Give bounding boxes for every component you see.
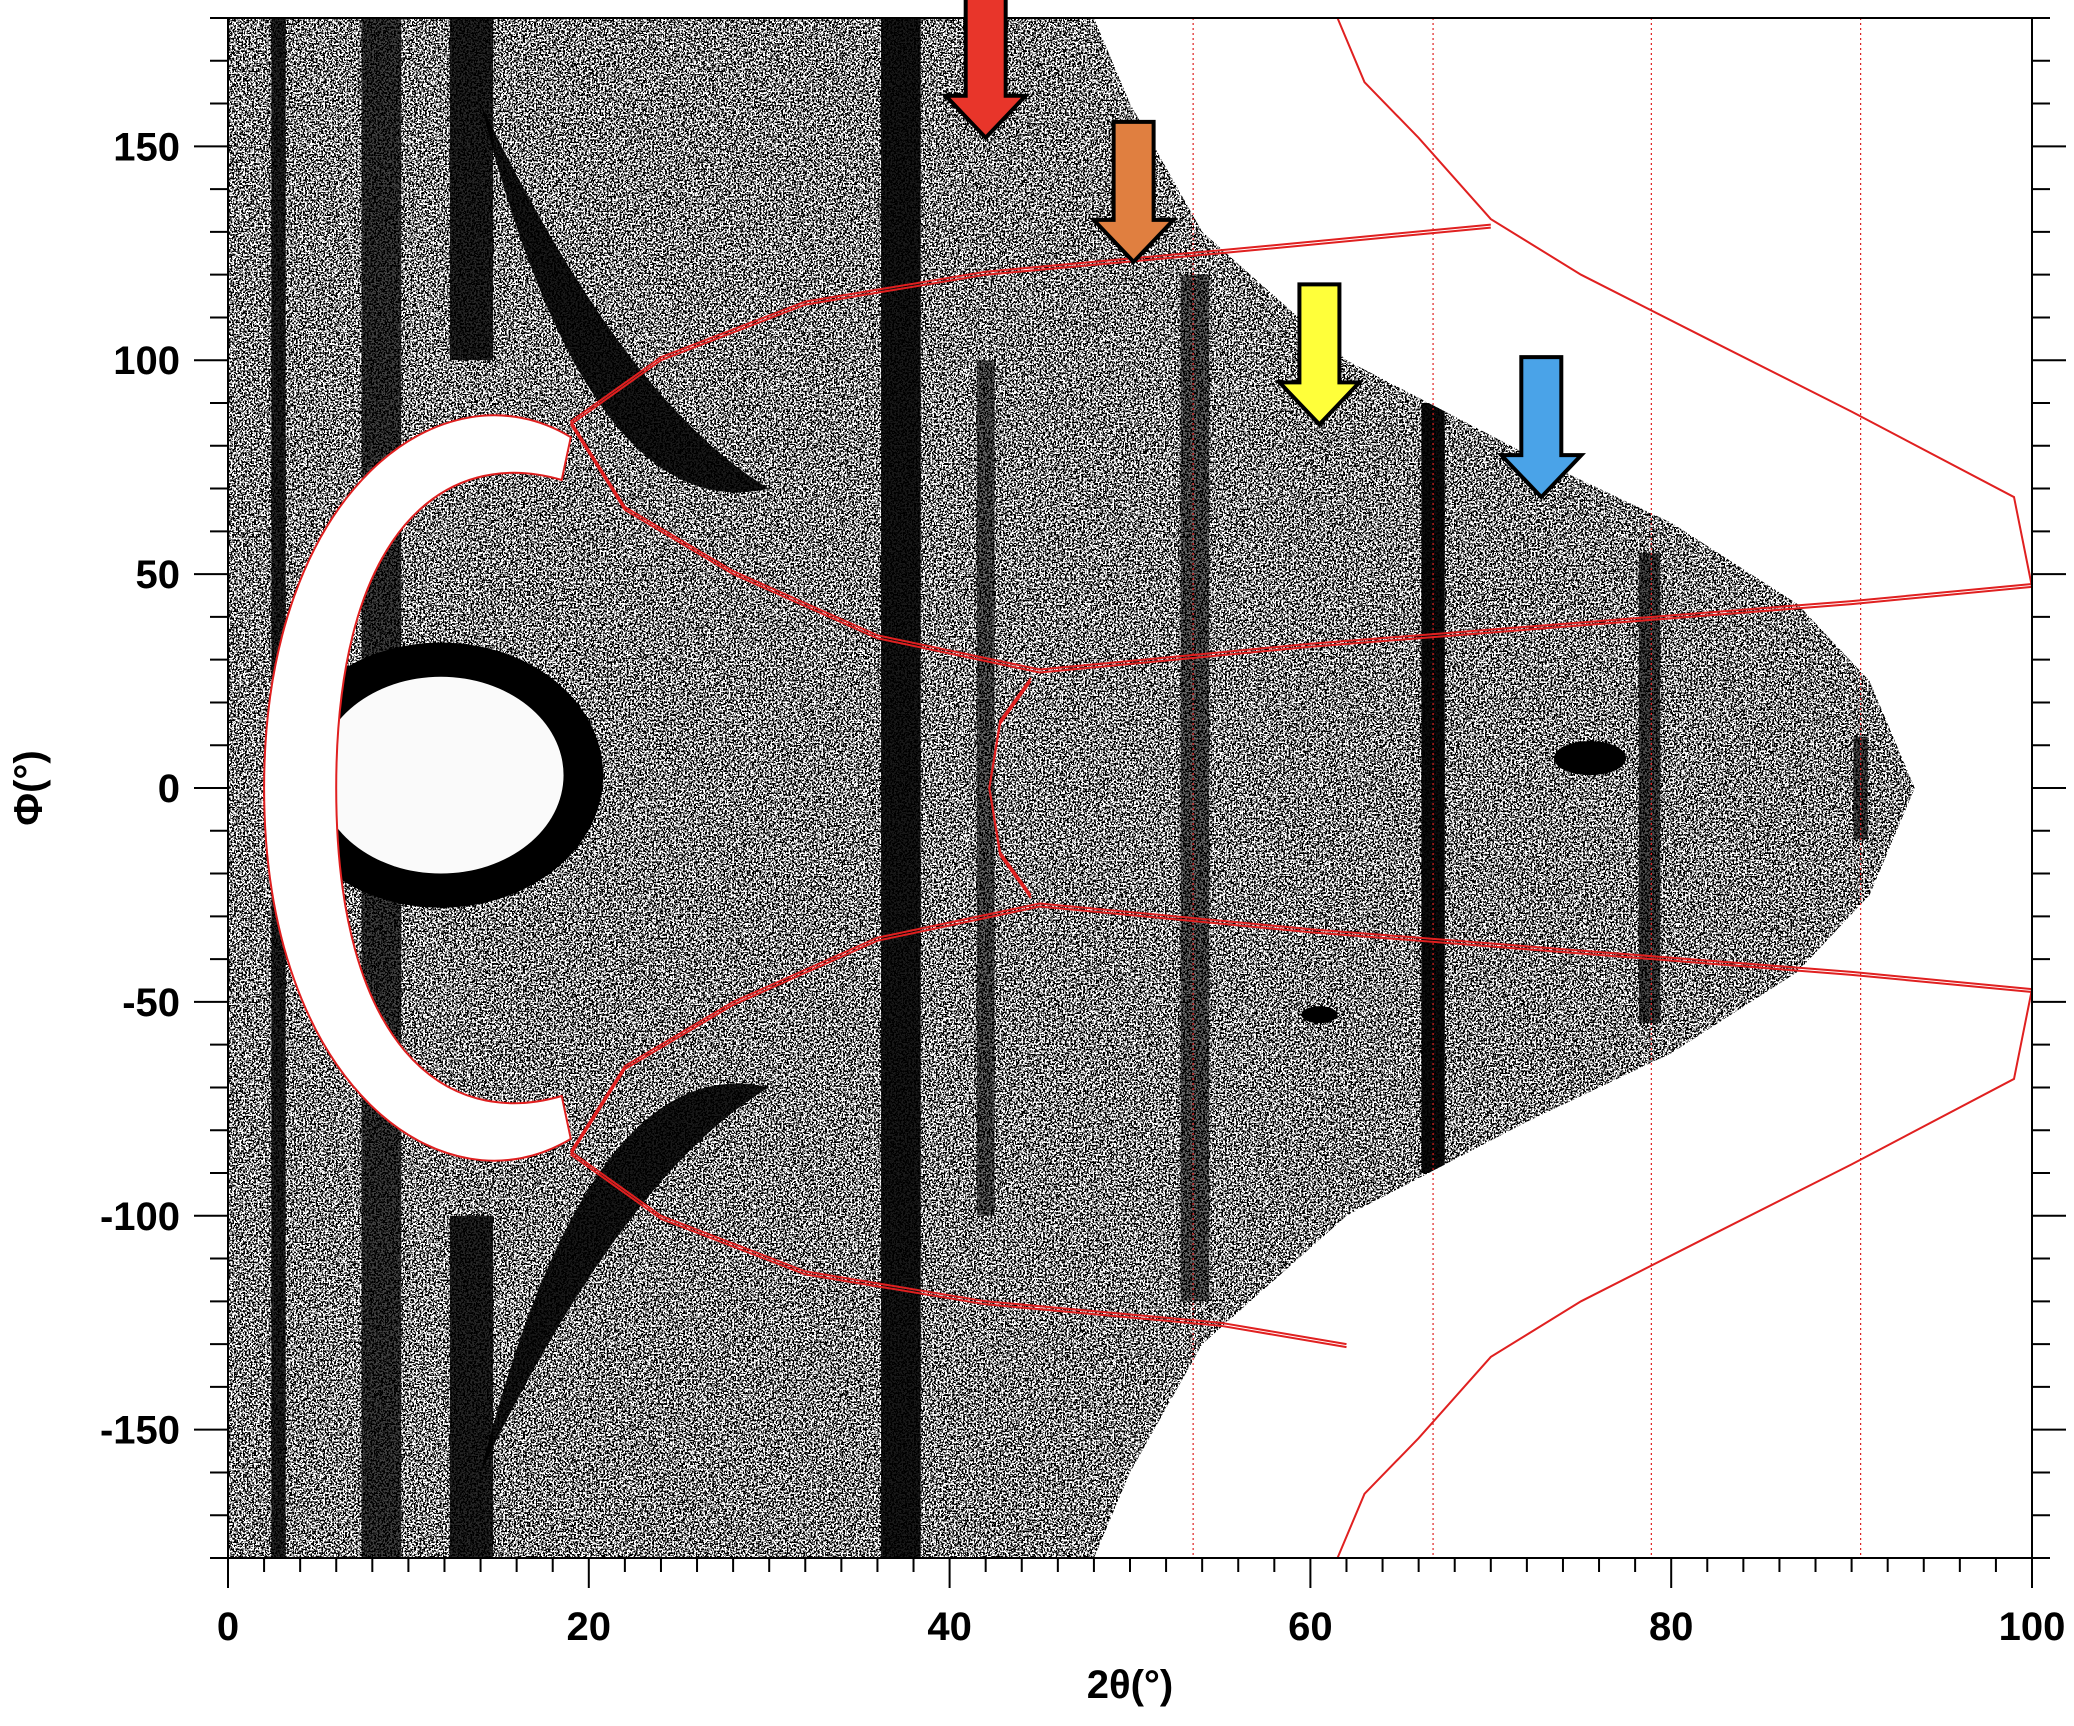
arrow-marker [1274,282,1365,428]
boundary-wing-lower [569,905,2032,1156]
bright-region [318,676,564,874]
dark-band [449,1215,494,1558]
x-tick-label: 40 [927,1605,972,1649]
y-tick-label: -100 [100,1195,180,1239]
x-tick-label: 100 [1999,1605,2066,1649]
dark-band [1180,274,1210,1302]
arrows [941,0,1586,501]
grid-lines [1192,18,1862,1558]
y-tick-label: 0 [158,767,180,811]
light-features [263,414,604,1162]
boundary-wing-upper [569,423,2032,674]
y-tick-labels: -150 -100 -50 0 50 100 150 [100,125,180,1452]
boundary-cusp [988,677,1032,899]
x-tick-label: 60 [1288,1605,1333,1649]
x-tick-label: 80 [1649,1605,1694,1649]
boundary-upper [570,223,1491,423]
dark-arc [480,1083,770,1473]
arrow-marker [1496,355,1586,501]
blank-arc-band [263,414,572,1162]
y-axis-label: Φ(°) [7,750,51,825]
boundary-wing-lower [569,902,2032,1153]
dark-spot [1301,1006,1338,1024]
boundary-wing-upper [569,420,2032,671]
x-tick-label: 0 [217,1605,239,1649]
envelope-lower [228,988,2032,1558]
y-tick-label: 50 [136,553,181,597]
dark-band [1638,552,1661,1024]
envelope-upper [228,18,2032,588]
y-tick-label: -50 [122,981,180,1025]
x-tick-labels: 0 20 40 60 80 100 [217,1605,2066,1649]
boundary-lower [570,1153,1347,1349]
x-tick-label: 20 [567,1605,612,1649]
boundary-upper [570,226,1491,426]
x-axis-label: 2θ(°) [1087,1663,1174,1707]
dark-spot [1553,740,1627,776]
detector-boundary-lines [228,18,2032,1558]
dark-band [449,18,494,361]
y-tick-label: 100 [113,339,180,383]
axis-ticks [194,17,2066,1588]
y-tick-label: -150 [100,1409,180,1453]
arrow-marker [941,0,1031,141]
arrow-marker [1088,119,1179,265]
boundary-lower [570,1150,1347,1346]
dark-band [976,360,995,1216]
y-tick-label: 150 [113,125,180,169]
dark-band [881,18,921,1558]
dark-arc [480,103,770,493]
